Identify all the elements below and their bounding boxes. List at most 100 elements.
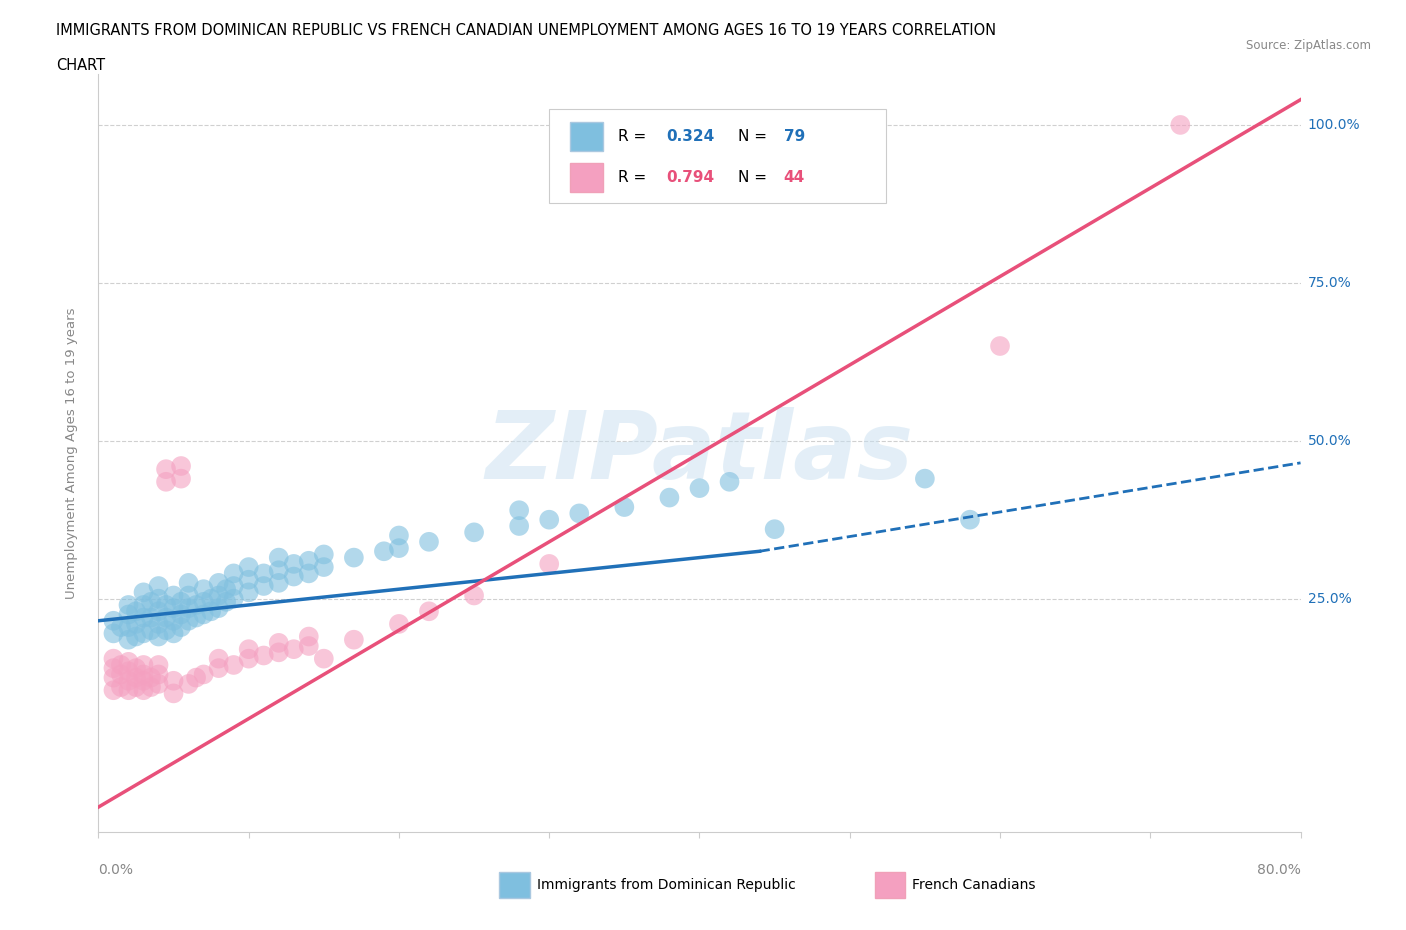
Point <box>200 591 222 606</box>
Text: 50.0%: 50.0% <box>1308 433 1351 447</box>
Point <box>132 667 155 682</box>
Point <box>388 528 411 543</box>
Point <box>162 613 184 628</box>
Point <box>688 481 710 496</box>
Point <box>184 598 207 613</box>
Point <box>388 540 411 555</box>
Point <box>132 610 155 625</box>
Point <box>170 458 193 473</box>
Bar <box>569 164 603 193</box>
Point <box>193 582 215 597</box>
Point <box>139 671 162 685</box>
Point <box>253 648 276 663</box>
Point <box>538 512 561 527</box>
Point <box>988 339 1011 353</box>
Point <box>177 601 200 616</box>
Point <box>763 522 786 537</box>
Point <box>110 619 132 634</box>
Point <box>298 629 321 644</box>
Text: 0.0%: 0.0% <box>98 863 134 877</box>
Point <box>139 594 162 609</box>
Point <box>208 601 231 616</box>
Point <box>148 591 170 606</box>
Point <box>117 607 139 622</box>
Point <box>110 658 132 672</box>
Point <box>155 623 177 638</box>
Text: Immigrants from Dominican Republic: Immigrants from Dominican Republic <box>537 878 796 893</box>
Point <box>1170 117 1192 132</box>
Point <box>267 644 290 659</box>
Point <box>184 610 207 625</box>
Point <box>568 506 591 521</box>
Point <box>222 591 245 606</box>
Point <box>312 560 335 575</box>
Point <box>117 683 139 698</box>
Text: R =: R = <box>617 170 651 185</box>
Point <box>170 472 193 486</box>
Text: IMMIGRANTS FROM DOMINICAN REPUBLIC VS FRENCH CANADIAN UNEMPLOYMENT AMONG AGES 16: IMMIGRANTS FROM DOMINICAN REPUBLIC VS FR… <box>56 23 997 38</box>
Point <box>148 676 170 691</box>
Text: 75.0%: 75.0% <box>1308 276 1351 290</box>
Point <box>110 667 132 682</box>
Point <box>148 629 170 644</box>
Point <box>718 474 741 489</box>
Point <box>177 588 200 603</box>
Point <box>162 626 184 641</box>
Point <box>208 588 231 603</box>
Point <box>162 601 184 616</box>
Point <box>267 635 290 650</box>
Bar <box>569 123 603 151</box>
Text: R =: R = <box>617 129 651 144</box>
Point <box>170 607 193 622</box>
Point <box>418 604 440 618</box>
Text: French Canadians: French Canadians <box>912 878 1036 893</box>
Point <box>222 566 245 581</box>
Point <box>238 585 260 600</box>
Point <box>613 499 636 514</box>
Point <box>238 642 260 657</box>
Point <box>148 667 170 682</box>
Point <box>312 547 335 562</box>
Text: 0.794: 0.794 <box>666 170 714 185</box>
Point <box>148 578 170 593</box>
Point <box>508 503 530 518</box>
Point <box>125 629 148 644</box>
Point <box>222 658 245 672</box>
Point <box>103 683 125 698</box>
Point <box>283 556 305 571</box>
Point <box>388 617 411 631</box>
Point <box>193 594 215 609</box>
Point <box>222 578 245 593</box>
Point <box>148 604 170 618</box>
Point <box>267 563 290 578</box>
Point <box>117 598 139 613</box>
Point <box>125 604 148 618</box>
Text: 80.0%: 80.0% <box>1257 863 1301 877</box>
Point <box>148 617 170 631</box>
Point <box>463 588 485 603</box>
Point <box>155 598 177 613</box>
Point <box>238 560 260 575</box>
Point <box>170 594 193 609</box>
Point <box>283 642 305 657</box>
Point <box>125 671 148 685</box>
Point <box>267 551 290 565</box>
Text: 44: 44 <box>783 170 804 185</box>
Point <box>538 556 561 571</box>
Point <box>139 610 162 625</box>
Point <box>508 519 530 534</box>
Point <box>132 658 155 672</box>
Text: 25.0%: 25.0% <box>1308 591 1351 605</box>
Point <box>155 610 177 625</box>
Point <box>132 683 155 698</box>
Point <box>312 651 335 666</box>
Point <box>155 474 177 489</box>
Point <box>193 667 215 682</box>
Point <box>177 576 200 591</box>
Point <box>298 566 321 581</box>
Point <box>125 617 148 631</box>
Point <box>343 551 366 565</box>
Point <box>170 619 193 634</box>
Point <box>298 553 321 568</box>
Point <box>658 490 681 505</box>
